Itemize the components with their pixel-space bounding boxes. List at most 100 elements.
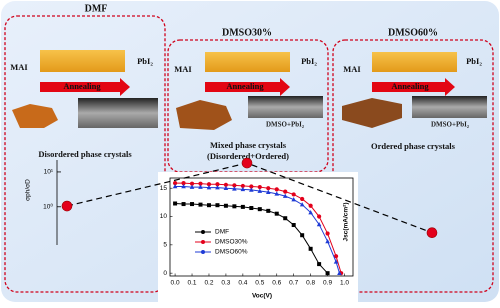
crystals: [12, 104, 58, 128]
film: [40, 50, 125, 72]
crystals: [176, 100, 232, 130]
label: PbI₂: [137, 56, 153, 66]
label: Annealing: [226, 81, 264, 91]
film: [372, 52, 457, 72]
label: Annealing: [391, 81, 429, 91]
y-tick-label: 10⁰: [43, 202, 53, 210]
marker: [173, 201, 178, 206]
marker: [189, 181, 195, 186]
legend-label: DMF: [215, 229, 229, 236]
y-tick-label: 10¹: [44, 169, 54, 176]
marker: [257, 184, 262, 190]
marker: [300, 196, 305, 202]
label: Annealing: [63, 81, 101, 91]
arrow: [205, 78, 290, 96]
marker: [283, 216, 288, 221]
marker: [223, 185, 229, 190]
marker: [223, 182, 229, 187]
marker: [283, 189, 288, 194]
sem-image: [248, 96, 323, 118]
marker: [181, 183, 186, 189]
marker: [189, 184, 195, 189]
marker: [223, 203, 228, 208]
marker: [181, 180, 186, 186]
y-tick-label: 0: [163, 270, 167, 277]
point: [61, 200, 73, 212]
x-tick-label: 1.0: [340, 280, 349, 287]
film: [205, 52, 290, 72]
marker: [265, 189, 271, 194]
marker: [291, 192, 296, 197]
x-tick-label: 0.6: [272, 280, 281, 287]
marker: [172, 180, 178, 186]
caption: Disordered phase crystals: [38, 149, 132, 159]
y-axis-label: Jsc(mA/cm²): [343, 202, 350, 241]
marker: [317, 214, 322, 219]
marker: [215, 203, 220, 208]
marker: [172, 183, 178, 189]
marker: [257, 207, 262, 212]
marker: [274, 191, 280, 196]
y-tick-label: 15: [160, 185, 168, 192]
panel-title: DMF: [85, 3, 108, 14]
marker: [232, 186, 237, 191]
marker: [266, 186, 271, 191]
marker: [308, 210, 313, 215]
marker: [308, 203, 313, 208]
x-tick-label: 0.3: [221, 280, 230, 287]
sem-label: DMSO+PbI₂: [266, 121, 304, 129]
panel-box: [167, 39, 329, 173]
marker: [274, 187, 279, 192]
legend-marker: [201, 230, 205, 234]
marker: [291, 197, 296, 202]
marker: [240, 204, 245, 209]
marker: [232, 204, 237, 209]
x-tick-label: 0.7: [289, 280, 298, 287]
sem-label: DMSO+PbI₂: [431, 121, 469, 129]
marker: [181, 202, 186, 207]
marker: [337, 270, 342, 275]
panel-title: DMSO60%: [388, 27, 438, 38]
y-tick-label: 10: [160, 213, 168, 220]
axis-label: σph/σD: [25, 179, 32, 201]
background: [1, 1, 499, 302]
marker: [198, 181, 203, 186]
x-tick-label: 0.4: [238, 280, 247, 287]
plot-background: [158, 172, 358, 302]
marker: [266, 208, 271, 213]
arrow: [372, 78, 455, 96]
marker: [300, 233, 305, 238]
x-tick-label: 0.8: [306, 280, 315, 287]
x-tick-label: 0.5: [255, 280, 264, 287]
marker: [206, 203, 211, 208]
marker: [333, 254, 339, 259]
arrow: [40, 78, 130, 96]
panel-box: [332, 39, 494, 293]
panel-title: DMSO30%: [222, 27, 272, 38]
label: MAI: [174, 64, 192, 74]
label: MAI: [10, 62, 28, 72]
marker: [215, 185, 220, 190]
legend-marker: [201, 240, 205, 244]
marker: [325, 271, 330, 276]
marker: [291, 223, 296, 228]
marker: [308, 246, 313, 251]
label: PbI₂: [466, 56, 482, 66]
caption: Ordered phase crystals: [371, 141, 456, 151]
marker: [325, 231, 330, 236]
marker: [249, 187, 254, 192]
x-tick-label: 0.1: [188, 280, 197, 287]
plot-frame: [169, 177, 354, 277]
marker: [257, 188, 263, 193]
legend-label: DMSO60%: [215, 249, 248, 256]
marker: [317, 262, 322, 267]
marker: [274, 211, 279, 216]
marker: [249, 184, 254, 189]
marker: [198, 184, 203, 189]
x-tick-label: 0.0: [171, 280, 180, 287]
marker: [316, 221, 322, 227]
x-axis-label: Voc(V): [252, 293, 272, 300]
x-tick-label: 0.2: [204, 280, 213, 287]
sem-image: [78, 98, 158, 128]
y-tick-label: 5: [163, 242, 167, 249]
